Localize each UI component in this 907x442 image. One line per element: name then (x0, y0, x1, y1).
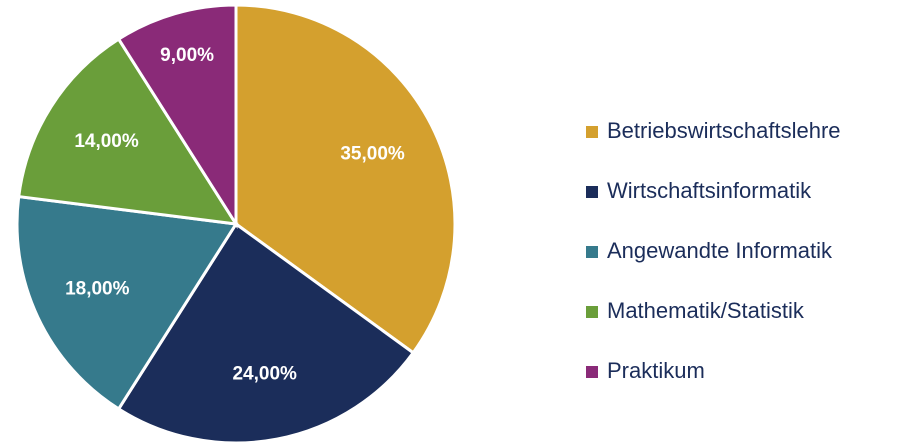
pie-slice (116, 221, 416, 442)
pie-slice (234, 3, 457, 355)
slice-label: 9,00% (160, 45, 214, 66)
legend-swatch (586, 186, 598, 198)
slice-label: 24,00% (232, 364, 297, 385)
legend-label: Angewandte Informatik (607, 238, 833, 263)
pie-slice (17, 37, 239, 226)
legend-swatch (586, 246, 598, 258)
legend-swatch (586, 366, 598, 378)
slice-label: 35,00% (340, 143, 405, 164)
slice-label: 14,00% (74, 131, 139, 152)
legend-label: Betriebswirtschaftslehre (607, 118, 841, 143)
pie-slice (116, 3, 238, 230)
legend-swatch (586, 126, 598, 138)
legend-label: Praktikum (607, 358, 705, 383)
legend-swatch (586, 306, 598, 318)
slice-label: 18,00% (65, 278, 130, 299)
pie-slice (15, 194, 239, 411)
legend-label: Mathematik/Statistik (607, 298, 805, 323)
legend-label: Wirtschaftsinformatik (607, 178, 812, 203)
